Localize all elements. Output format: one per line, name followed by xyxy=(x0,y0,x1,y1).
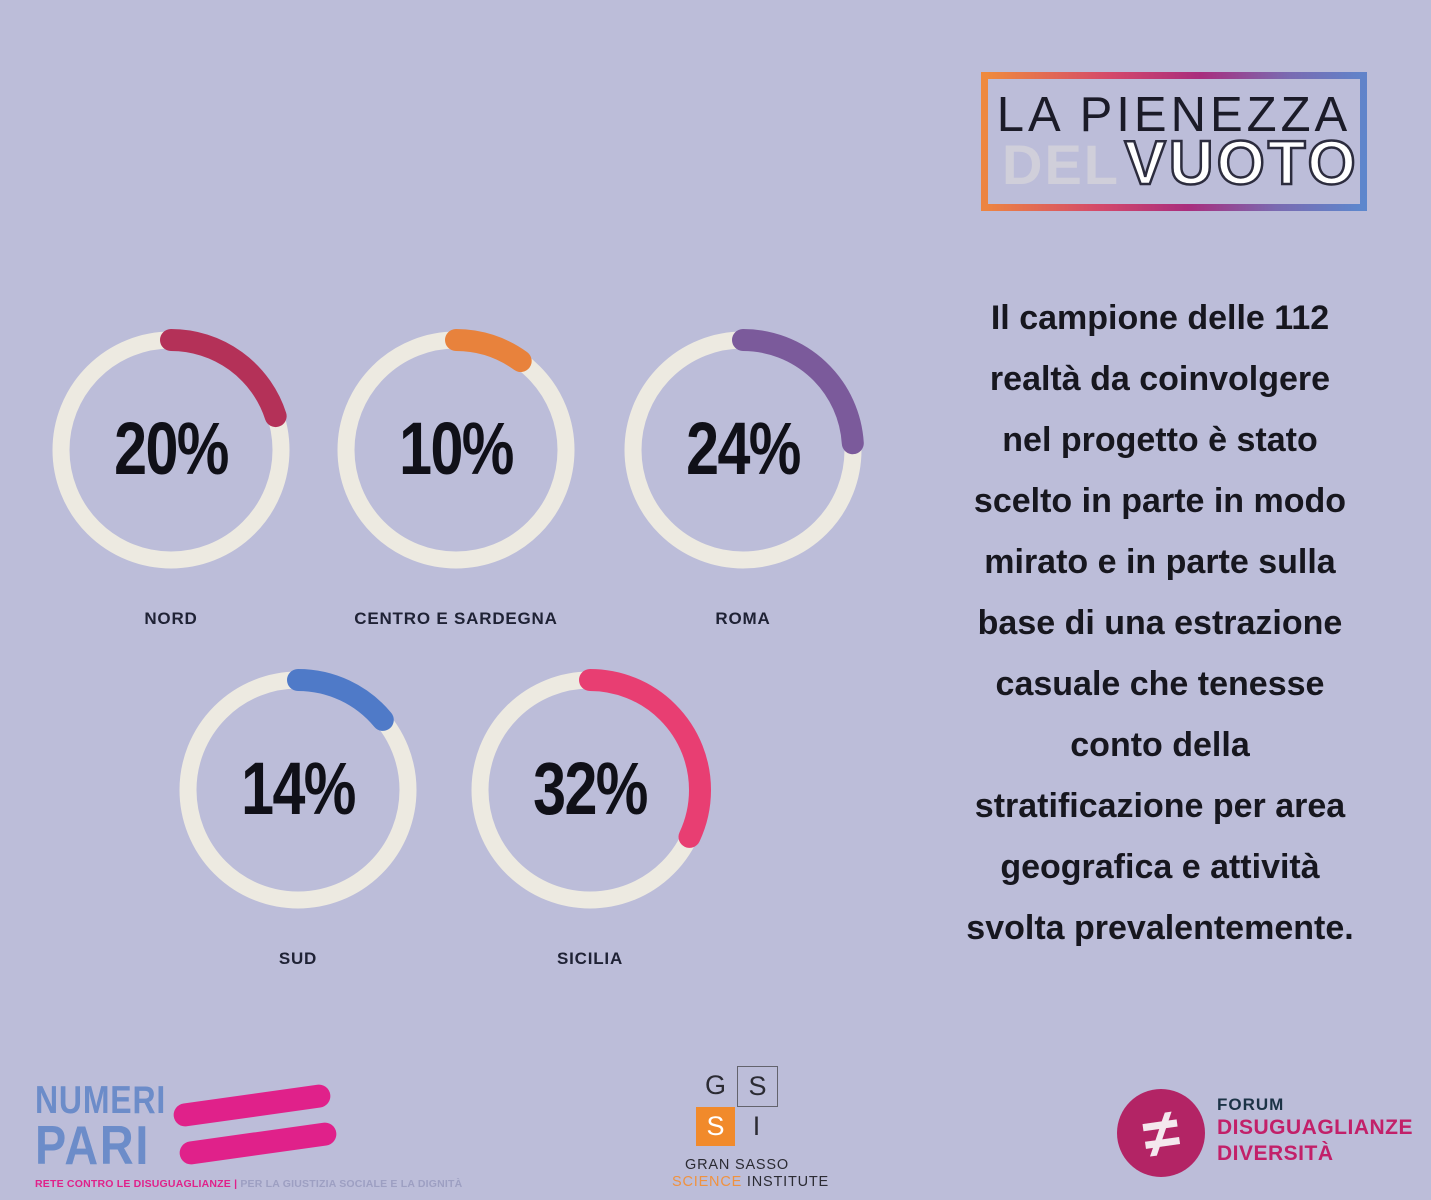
donut-label: SUD xyxy=(278,949,318,968)
forum-line3: DIVERSITÀ xyxy=(1217,1142,1334,1165)
paragraph-line: conto della xyxy=(1070,726,1250,764)
logo-title-line1: LA PIENEZZA xyxy=(996,88,1352,142)
pienezza-vuoto-logo: LA PIENEZZA DEL VUOTO xyxy=(981,72,1367,211)
paragraph-line: mirato e in parte sulla xyxy=(984,543,1336,581)
gssi-name: GRAN SASSO SCIENCE INSTITUTE xyxy=(672,1157,828,1191)
gssi-science-text: SCIENCE xyxy=(672,1174,743,1190)
donut-value: 10% xyxy=(399,406,514,490)
not-equal-circle-icon: ≠ xyxy=(1117,1089,1205,1177)
numeri-pari-logo: NUMERI PARI RETE CONTRO LE DISUGUAGLIANZ… xyxy=(35,1079,462,1190)
donut-ring-chart: 10% xyxy=(331,325,581,575)
numeri-pari-word1: NUMERI xyxy=(35,1079,167,1122)
donut-value: 14% xyxy=(241,746,356,830)
forum-line2: DISUGUAGLIANZE xyxy=(1217,1116,1413,1139)
not-equal-symbol: ≠ xyxy=(1137,1093,1185,1173)
forum-text: FORUM DISUGUAGLIANZE DIVERSITÀ xyxy=(1217,1095,1413,1167)
donut-ring-chart: 20% xyxy=(46,325,296,575)
donut-ring-chart: 14% xyxy=(173,665,423,915)
donut-sicilia: 32% SICILIA xyxy=(465,665,715,969)
donut-value: 20% xyxy=(114,406,229,490)
logo-vuoto-text: VUOTO xyxy=(1123,129,1359,198)
gssi-letter-s1: S xyxy=(737,1066,778,1107)
paragraph-line: Il campione delle 112 xyxy=(990,299,1330,337)
tagline-accent: RETE CONTRO LE DISUGUAGLIANZE | xyxy=(35,1178,238,1190)
donut-value: 32% xyxy=(533,746,648,830)
donut-centro-e-sardegna: 10% CENTRO E SARDEGNA xyxy=(331,325,581,629)
gssi-letter-i: I xyxy=(752,1111,761,1141)
gssi-name-line1: GRAN SASSO xyxy=(685,1157,789,1173)
donut-label: ROMA xyxy=(715,609,771,628)
numeri-pari-tagline: RETE CONTRO LE DISUGUAGLIANZE | PER LA G… xyxy=(35,1178,462,1190)
donut-ring-chart: 32% xyxy=(465,665,715,915)
gssi-name-line2: SCIENCE INSTITUTE xyxy=(672,1174,828,1191)
logo-del-text: DEL xyxy=(1002,133,1120,196)
forum-line1: FORUM xyxy=(1217,1095,1285,1114)
paragraph-line: stratificazione per area xyxy=(974,787,1346,825)
gssi-logo: G S S I GRAN SASSO SCIENCE INSTITUTE xyxy=(672,1066,828,1191)
paragraph-line: casuale che tenesse xyxy=(995,665,1325,703)
paragraph-line: realtà da coinvolgere xyxy=(989,360,1331,398)
donut-nord: 20% NORD xyxy=(46,325,296,629)
donut-roma: 24% ROMA xyxy=(618,325,868,629)
donut-label: CENTRO E SARDEGNA xyxy=(354,609,558,628)
logo-title-line2: DEL VUOTO xyxy=(1002,129,1359,212)
gssi-letter-g: G xyxy=(704,1070,726,1100)
gssi-letter-grid: G S S I xyxy=(696,1066,778,1148)
paragraph-line: nel progetto è stato xyxy=(1002,421,1318,459)
paragraph-line: base di una estrazione xyxy=(977,604,1343,642)
tagline-rest: PER LA GIUSTIZIA SOCIALE E LA DIGNITÀ xyxy=(237,1178,463,1190)
donut-value: 24% xyxy=(686,406,801,490)
donut-sud: 14% SUD xyxy=(173,665,423,969)
paragraph-line: geografica e attività xyxy=(1000,848,1320,886)
numeri-pari-word2: PARI xyxy=(35,1114,151,1176)
gssi-institute-text: INSTITUTE xyxy=(742,1174,830,1190)
paragraph-line: scelto in parte in modo xyxy=(973,482,1347,520)
description-paragraph: Il campione delle 112 realtà da coinvolg… xyxy=(893,288,1427,959)
gssi-letter-s2: S xyxy=(696,1107,735,1146)
paragraph-line: svolta prevalentemente. xyxy=(966,909,1354,947)
donut-label: SICILIA xyxy=(556,949,624,968)
donut-ring-chart: 24% xyxy=(618,325,868,575)
donut-label: NORD xyxy=(144,609,198,628)
